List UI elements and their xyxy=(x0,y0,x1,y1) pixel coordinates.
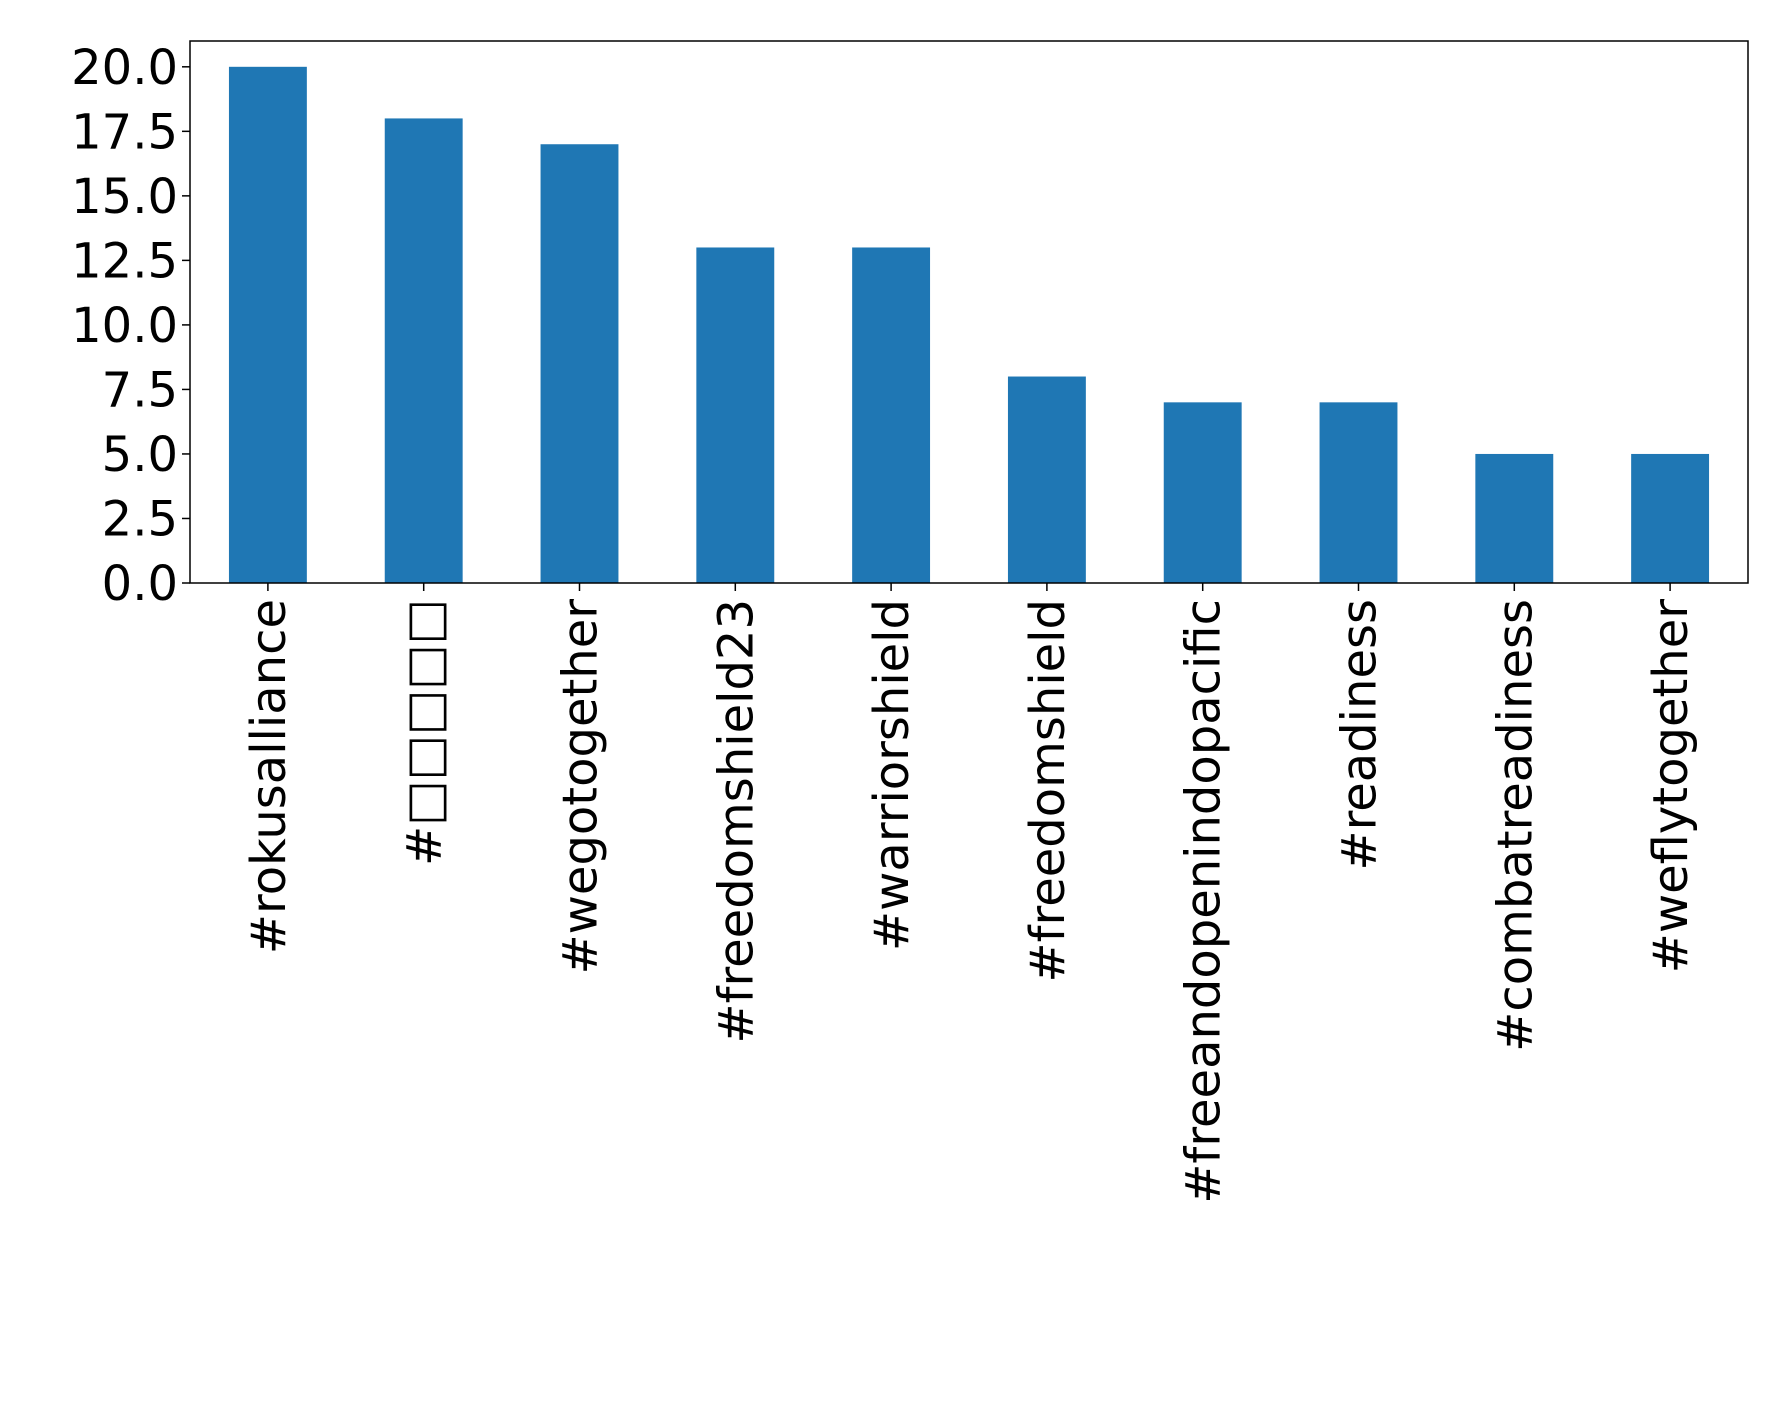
bar-3 xyxy=(696,247,775,583)
x-axis: #rokusalliance #□□□□□ #wegotogether #freedo… xyxy=(241,583,1699,1204)
plot-frame xyxy=(189,40,1749,584)
bar-1 xyxy=(384,118,463,583)
x-tick-label: #combatreadiness xyxy=(1487,599,1543,1052)
y-tick-label: 0.0 xyxy=(102,556,178,612)
bar-8 xyxy=(1475,453,1554,583)
y-tick-label: 2.5 xyxy=(102,491,178,547)
y-tick-label: 17.5 xyxy=(71,104,178,160)
x-tick-label: #freeandopenindopacific xyxy=(1176,599,1232,1204)
y-tick-label: 7.5 xyxy=(102,362,178,418)
y-tick-label: 5.0 xyxy=(102,427,178,483)
x-tick-label: #freedomshield23 xyxy=(708,599,764,1044)
y-tick-label: 20.0 xyxy=(71,40,178,96)
bar-2 xyxy=(540,144,619,583)
y-tick-label: 12.5 xyxy=(71,233,178,289)
x-tick-label: #readiness xyxy=(1332,599,1388,871)
bar-0 xyxy=(228,66,307,584)
bar-6 xyxy=(1163,402,1242,583)
bars-layer xyxy=(228,66,1710,584)
bar-9 xyxy=(1631,453,1710,583)
x-tick-label: #□□□□□ xyxy=(397,599,453,866)
bar-5 xyxy=(1007,376,1086,583)
x-tick-label: #wegotogether xyxy=(553,599,609,975)
x-tick-label: #weflytogether xyxy=(1643,599,1699,974)
bar-7 xyxy=(1319,402,1398,583)
x-tick-label: #freedomshield xyxy=(1020,599,1076,983)
x-tick-label: #rokusalliance xyxy=(241,599,297,954)
y-axis: 0.0 2.5 5.0 7.5 10.0 12.5 15.0 17.5 20.0 xyxy=(71,40,190,612)
bar-4 xyxy=(852,247,931,583)
y-tick-label: 10.0 xyxy=(71,298,178,354)
y-tick-label: 15.0 xyxy=(71,169,178,225)
x-tick-label: #warriorshield xyxy=(864,599,920,951)
